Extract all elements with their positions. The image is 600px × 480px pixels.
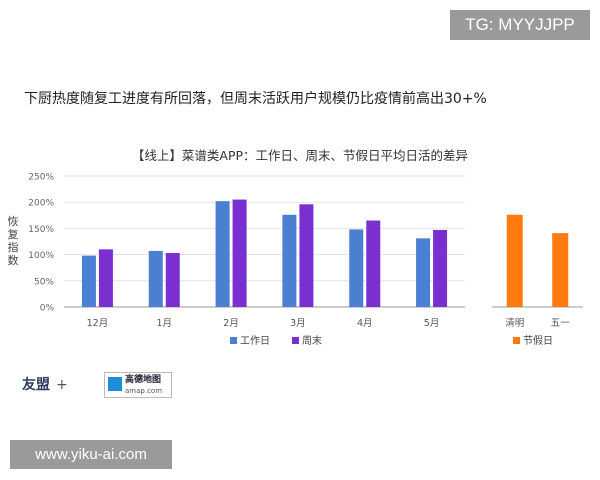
- x-tick-label: 2月: [223, 318, 239, 329]
- amap-logo: 高德地图 amap.com: [104, 372, 172, 398]
- watermark-bottom: www.yiku-ai.com: [10, 440, 172, 469]
- x-tick-label: 12月: [87, 318, 109, 329]
- watermark-top: TG: MYYJJPP: [450, 10, 590, 40]
- y-tick-label: 150%: [28, 225, 54, 235]
- bar-holiday: [552, 233, 569, 307]
- bar-workday: [215, 201, 230, 307]
- amap-mark-icon: [108, 377, 122, 391]
- x-tick-label: 5月: [424, 318, 440, 329]
- bar-weekend: [433, 229, 448, 307]
- bar-weekend: [165, 253, 180, 307]
- bar-workday: [148, 250, 163, 307]
- y-tick-label: 100%: [28, 251, 54, 261]
- legend-swatch: [292, 337, 299, 344]
- y-tick-label: 250%: [28, 173, 54, 183]
- bar-weekend: [299, 204, 314, 307]
- y-tick-label: 200%: [28, 199, 54, 209]
- y-tick-label: 50%: [34, 277, 54, 287]
- legend-label: 节假日: [523, 334, 553, 347]
- youmeng-logo: 友盟 +: [22, 374, 68, 394]
- bar-weekend: [232, 199, 247, 307]
- x-tick-label: 五一: [551, 318, 571, 329]
- legend-label: 工作日: [240, 335, 270, 347]
- x-tick-label: 清明: [505, 317, 524, 329]
- bar-weekend: [98, 249, 113, 307]
- bar-workday: [349, 229, 364, 307]
- bar-holiday: [506, 214, 523, 307]
- x-tick-label: 3月: [290, 318, 306, 329]
- legend-label: 周末: [302, 334, 322, 347]
- bar-workday: [282, 214, 297, 307]
- legend-swatch: [230, 337, 237, 344]
- chart-title: 【线上】菜谱类APP：工作日、周末、节假日平均日活的差异: [131, 148, 469, 163]
- logo-plus: +: [56, 377, 68, 393]
- youmeng-logo-text: 友盟: [22, 377, 50, 393]
- bar-workday: [81, 255, 96, 307]
- legend-swatch: [513, 337, 520, 344]
- y-tick-label: 0%: [40, 304, 55, 314]
- y-axis-label: 恢复指数: [7, 215, 19, 267]
- headline: 下厨热度随复工进度有所回落，但周末活跃用户规模仍比疫情前高出30+%: [24, 91, 487, 107]
- amap-logo-en: amap.com: [125, 387, 163, 395]
- amap-logo-cn: 高德地图: [125, 375, 162, 385]
- bar-workday: [416, 238, 431, 307]
- x-tick-label: 4月: [357, 318, 373, 329]
- x-tick-label: 1月: [156, 318, 172, 329]
- bar-weekend: [366, 220, 381, 307]
